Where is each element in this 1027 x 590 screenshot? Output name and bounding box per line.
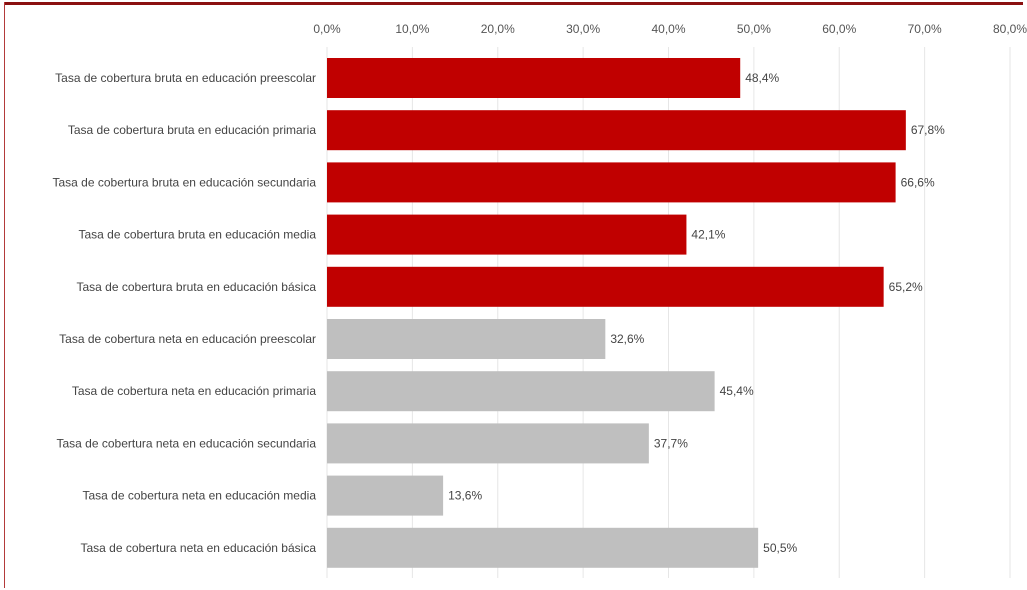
data-label: 32,6% bbox=[610, 332, 644, 346]
category-label: Tasa de cobertura bruta en educación med… bbox=[79, 228, 317, 242]
x-tick-label: 60,0% bbox=[822, 22, 856, 36]
data-label: 13,6% bbox=[448, 489, 482, 503]
x-tick-label: 50,0% bbox=[737, 22, 771, 36]
bar-neta bbox=[327, 371, 715, 412]
data-label: 48,4% bbox=[745, 71, 779, 85]
data-label: 50,5% bbox=[763, 541, 797, 555]
category-label: Tasa de cobertura neta en educación medi… bbox=[83, 489, 317, 503]
gridlines bbox=[326, 47, 1011, 578]
category-label: Tasa de cobertura neta en educación prim… bbox=[72, 384, 316, 398]
bars bbox=[327, 58, 906, 568]
bar-neta bbox=[327, 527, 759, 568]
bar-bruta bbox=[327, 58, 741, 98]
x-tick-label: 70,0% bbox=[908, 22, 942, 36]
bar-bruta bbox=[327, 214, 687, 255]
bar-bruta bbox=[327, 266, 884, 307]
category-label: Tasa de cobertura neta en educación pree… bbox=[59, 332, 316, 346]
category-label: Tasa de cobertura bruta en educación bás… bbox=[77, 280, 317, 294]
bar-bruta bbox=[327, 162, 896, 203]
data-labels: 48,4% 67,8% 66,6% 42,1% 65,2% 32,6% 45,4% 37,7%… bbox=[448, 71, 945, 555]
frame-top-border bbox=[4, 2, 1023, 5]
bar-neta bbox=[327, 319, 606, 359]
x-tick-label: 10,0% bbox=[395, 22, 429, 36]
category-label: Tasa de cobertura neta en educación bási… bbox=[81, 541, 317, 555]
x-tick-label: 30,0% bbox=[566, 22, 600, 36]
x-axis-ticks: 0,0% 10,0% 20,0% 30,0% 40,0% 50,0% 60,0% 70,0% 8… bbox=[313, 22, 1027, 36]
bar-bruta bbox=[327, 110, 906, 151]
x-tick-label: 20,0% bbox=[481, 22, 515, 36]
x-tick-label: 0,0% bbox=[313, 22, 341, 36]
bar-neta bbox=[327, 475, 444, 516]
data-label: 66,6% bbox=[901, 175, 935, 189]
data-label: 45,4% bbox=[720, 384, 754, 398]
category-label: Tasa de cobertura neta en educación secu… bbox=[56, 436, 316, 450]
category-label: Tasa de cobertura bruta en educación pre… bbox=[55, 71, 316, 85]
x-tick-label: 80,0% bbox=[993, 22, 1027, 36]
data-label: 65,2% bbox=[889, 280, 923, 294]
category-label: Tasa de cobertura bruta en educación sec… bbox=[52, 175, 316, 189]
category-labels: Tasa de cobertura bruta en educación pre… bbox=[52, 71, 316, 555]
data-label: 42,1% bbox=[691, 228, 725, 242]
x-tick-label: 40,0% bbox=[651, 22, 685, 36]
data-label: 37,7% bbox=[654, 436, 688, 450]
category-label: Tasa de cobertura bruta en educación pri… bbox=[68, 123, 316, 137]
frame-left-border bbox=[4, 2, 5, 588]
data-label: 67,8% bbox=[911, 123, 945, 137]
bar-neta bbox=[327, 423, 649, 464]
